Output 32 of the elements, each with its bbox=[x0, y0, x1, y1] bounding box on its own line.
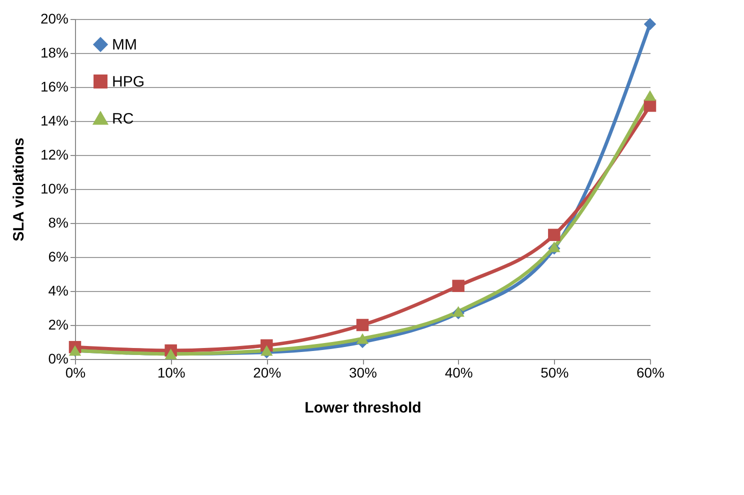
x-tick-label: 0% bbox=[65, 364, 86, 380]
legend-label: RC bbox=[112, 110, 134, 128]
x-tick-label: 20% bbox=[253, 364, 282, 380]
x-tick-label: 10% bbox=[157, 364, 186, 380]
legend-label: MM bbox=[112, 36, 137, 54]
point bbox=[548, 241, 560, 252]
point bbox=[260, 345, 273, 356]
point bbox=[452, 280, 464, 292]
point bbox=[356, 318, 369, 332]
point bbox=[548, 228, 560, 242]
y-tick-label: 8% bbox=[48, 214, 68, 230]
legend-label: HPG bbox=[112, 74, 145, 90]
y-tick-label: 2% bbox=[48, 316, 68, 332]
y-tick-label: 10% bbox=[40, 180, 68, 196]
x-tick-label: 50% bbox=[540, 364, 569, 380]
y-tick-label: 12% bbox=[40, 146, 68, 162]
y-tick-label: 18% bbox=[40, 44, 68, 60]
x-tick-label: 60% bbox=[636, 364, 665, 380]
point bbox=[452, 306, 464, 317]
x-axis-title: Lower threshold bbox=[304, 400, 422, 416]
y-tick-label: 0% bbox=[48, 350, 68, 366]
y-tick-label: 20% bbox=[40, 10, 68, 26]
point bbox=[644, 18, 656, 30]
x-tick-label: 30% bbox=[348, 364, 378, 380]
y-tick-label: 4% bbox=[48, 282, 68, 298]
point bbox=[356, 333, 369, 344]
y-tick-label: 6% bbox=[48, 248, 68, 264]
y-axis-title: SLA violations bbox=[10, 138, 28, 242]
y-tick-label: 16% bbox=[40, 78, 68, 94]
y-tick-label: 14% bbox=[40, 112, 68, 128]
x-tick-label: 40% bbox=[444, 364, 473, 380]
point bbox=[644, 90, 656, 101]
